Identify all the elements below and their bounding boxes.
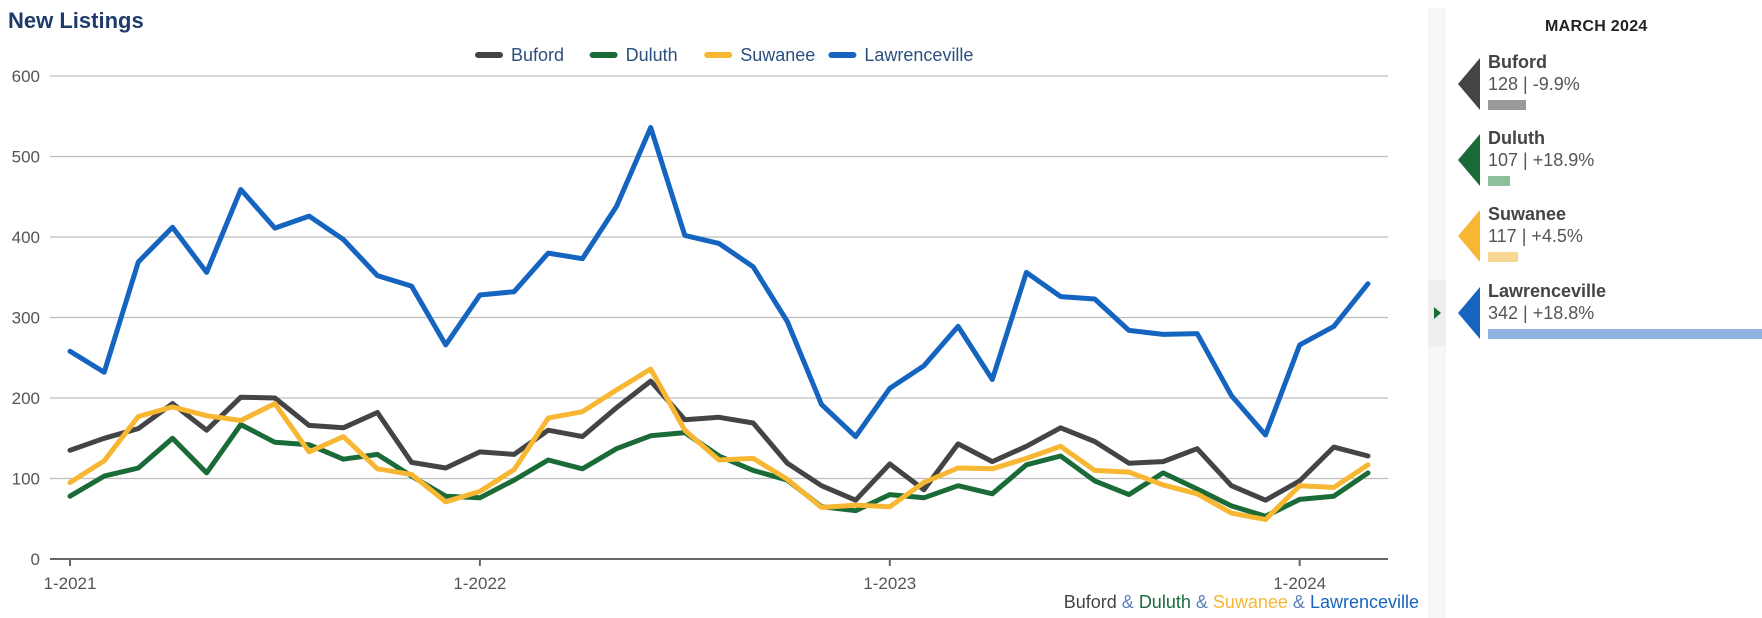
stat-bar: [1488, 252, 1518, 262]
y-tick-label: 400: [12, 228, 40, 247]
y-tick-label: 600: [12, 67, 40, 86]
series-line-buford: [67, 378, 1371, 503]
stat-value-change: 117 | +4.5%: [1488, 226, 1583, 247]
stat-change: -9.9%: [1532, 74, 1580, 94]
axes: 0 100 200 300 400 500 600 1-2021 1-2022 1-2023 1-2…: [12, 67, 1388, 593]
stat-value: 342: [1488, 303, 1519, 323]
stat-change: +4.5%: [1531, 226, 1583, 246]
x-tick-label: 1-2021: [44, 574, 97, 593]
chart-title: New Listings: [8, 8, 144, 33]
separator: |: [1516, 226, 1532, 246]
legend-label: Duluth: [626, 45, 678, 65]
footer-part: &: [1117, 592, 1139, 612]
stat-value-change: 107 | +18.9%: [1488, 150, 1594, 171]
y-tick-label: 200: [12, 389, 40, 408]
stat-change: +18.8%: [1532, 303, 1595, 323]
stat-suwanee[interactable]: Suwanee 117 | +4.5%: [1458, 204, 1762, 268]
footer-area-label: Buford & Duluth & Suwanee & Lawrencevill…: [1064, 592, 1419, 612]
triangle-left-icon: [1458, 287, 1480, 339]
separator: |: [1518, 150, 1533, 170]
legend-label: Buford: [511, 45, 564, 65]
stat-value: 107: [1488, 150, 1519, 170]
footer-part: Duluth: [1139, 592, 1191, 612]
stat-buford[interactable]: Buford 128 | -9.9%: [1458, 52, 1762, 116]
stat-name: Suwanee: [1488, 204, 1567, 224]
triangle-left-icon: [1458, 58, 1480, 110]
series-lines: [67, 125, 1371, 523]
series-line-lawrenceville: [67, 125, 1371, 440]
series-line-suwanee: [67, 366, 1371, 523]
triangle-left-icon: [1458, 134, 1480, 186]
stat-lawrenceville[interactable]: Lawrenceville 342 | +18.8%: [1458, 281, 1762, 345]
stat-value-change: 342 | +18.8%: [1488, 303, 1594, 324]
x-tick-label: 1-2024: [1273, 574, 1326, 593]
y-tick-label: 0: [31, 550, 40, 569]
stat-bar: [1488, 100, 1526, 110]
legend-label: Lawrenceville: [864, 45, 973, 65]
footer-part: &: [1288, 592, 1310, 612]
stat-value: 128: [1488, 74, 1519, 94]
x-tick-label: 1-2023: [863, 574, 916, 593]
stat-change: +18.9%: [1532, 150, 1595, 170]
stat-bar: [1488, 329, 1762, 339]
legend-label: Suwanee: [740, 45, 815, 65]
line-chart: 0 100 200 300 400 500 600 1-2021 1-2022 1-2023 1-2…: [12, 45, 1419, 612]
separator: |: [1518, 74, 1533, 94]
stat-bar: [1488, 176, 1510, 186]
triangle-left-icon: [1458, 210, 1480, 262]
y-tick-label: 100: [12, 470, 40, 489]
separator: |: [1518, 303, 1533, 323]
panel-header: MARCH 2024: [1545, 18, 1648, 35]
stat-duluth[interactable]: Duluth 107 | +18.9%: [1458, 128, 1762, 192]
chevron-right-icon: [1433, 307, 1441, 319]
series-line-duluth: [67, 422, 1371, 519]
stat-value-change: 128 | -9.9%: [1488, 74, 1580, 95]
stat-name: Lawrenceville: [1488, 281, 1607, 301]
footer-part: &: [1191, 592, 1213, 612]
stat-value: 117: [1488, 226, 1517, 246]
legend: Buford Duluth Suwanee Lawrenceville: [475, 45, 973, 65]
x-tick-label: 1-2022: [453, 574, 506, 593]
stat-name: Buford: [1488, 52, 1547, 72]
collapse-panel-toggle[interactable]: [1428, 280, 1446, 346]
footer-part: Buford: [1064, 592, 1117, 612]
y-tick-label: 500: [12, 148, 40, 167]
footer-part: Lawrenceville: [1310, 592, 1419, 612]
y-tick-label: 300: [12, 309, 40, 328]
stat-name: Duluth: [1488, 128, 1545, 148]
footer-part: Suwanee: [1213, 592, 1288, 612]
